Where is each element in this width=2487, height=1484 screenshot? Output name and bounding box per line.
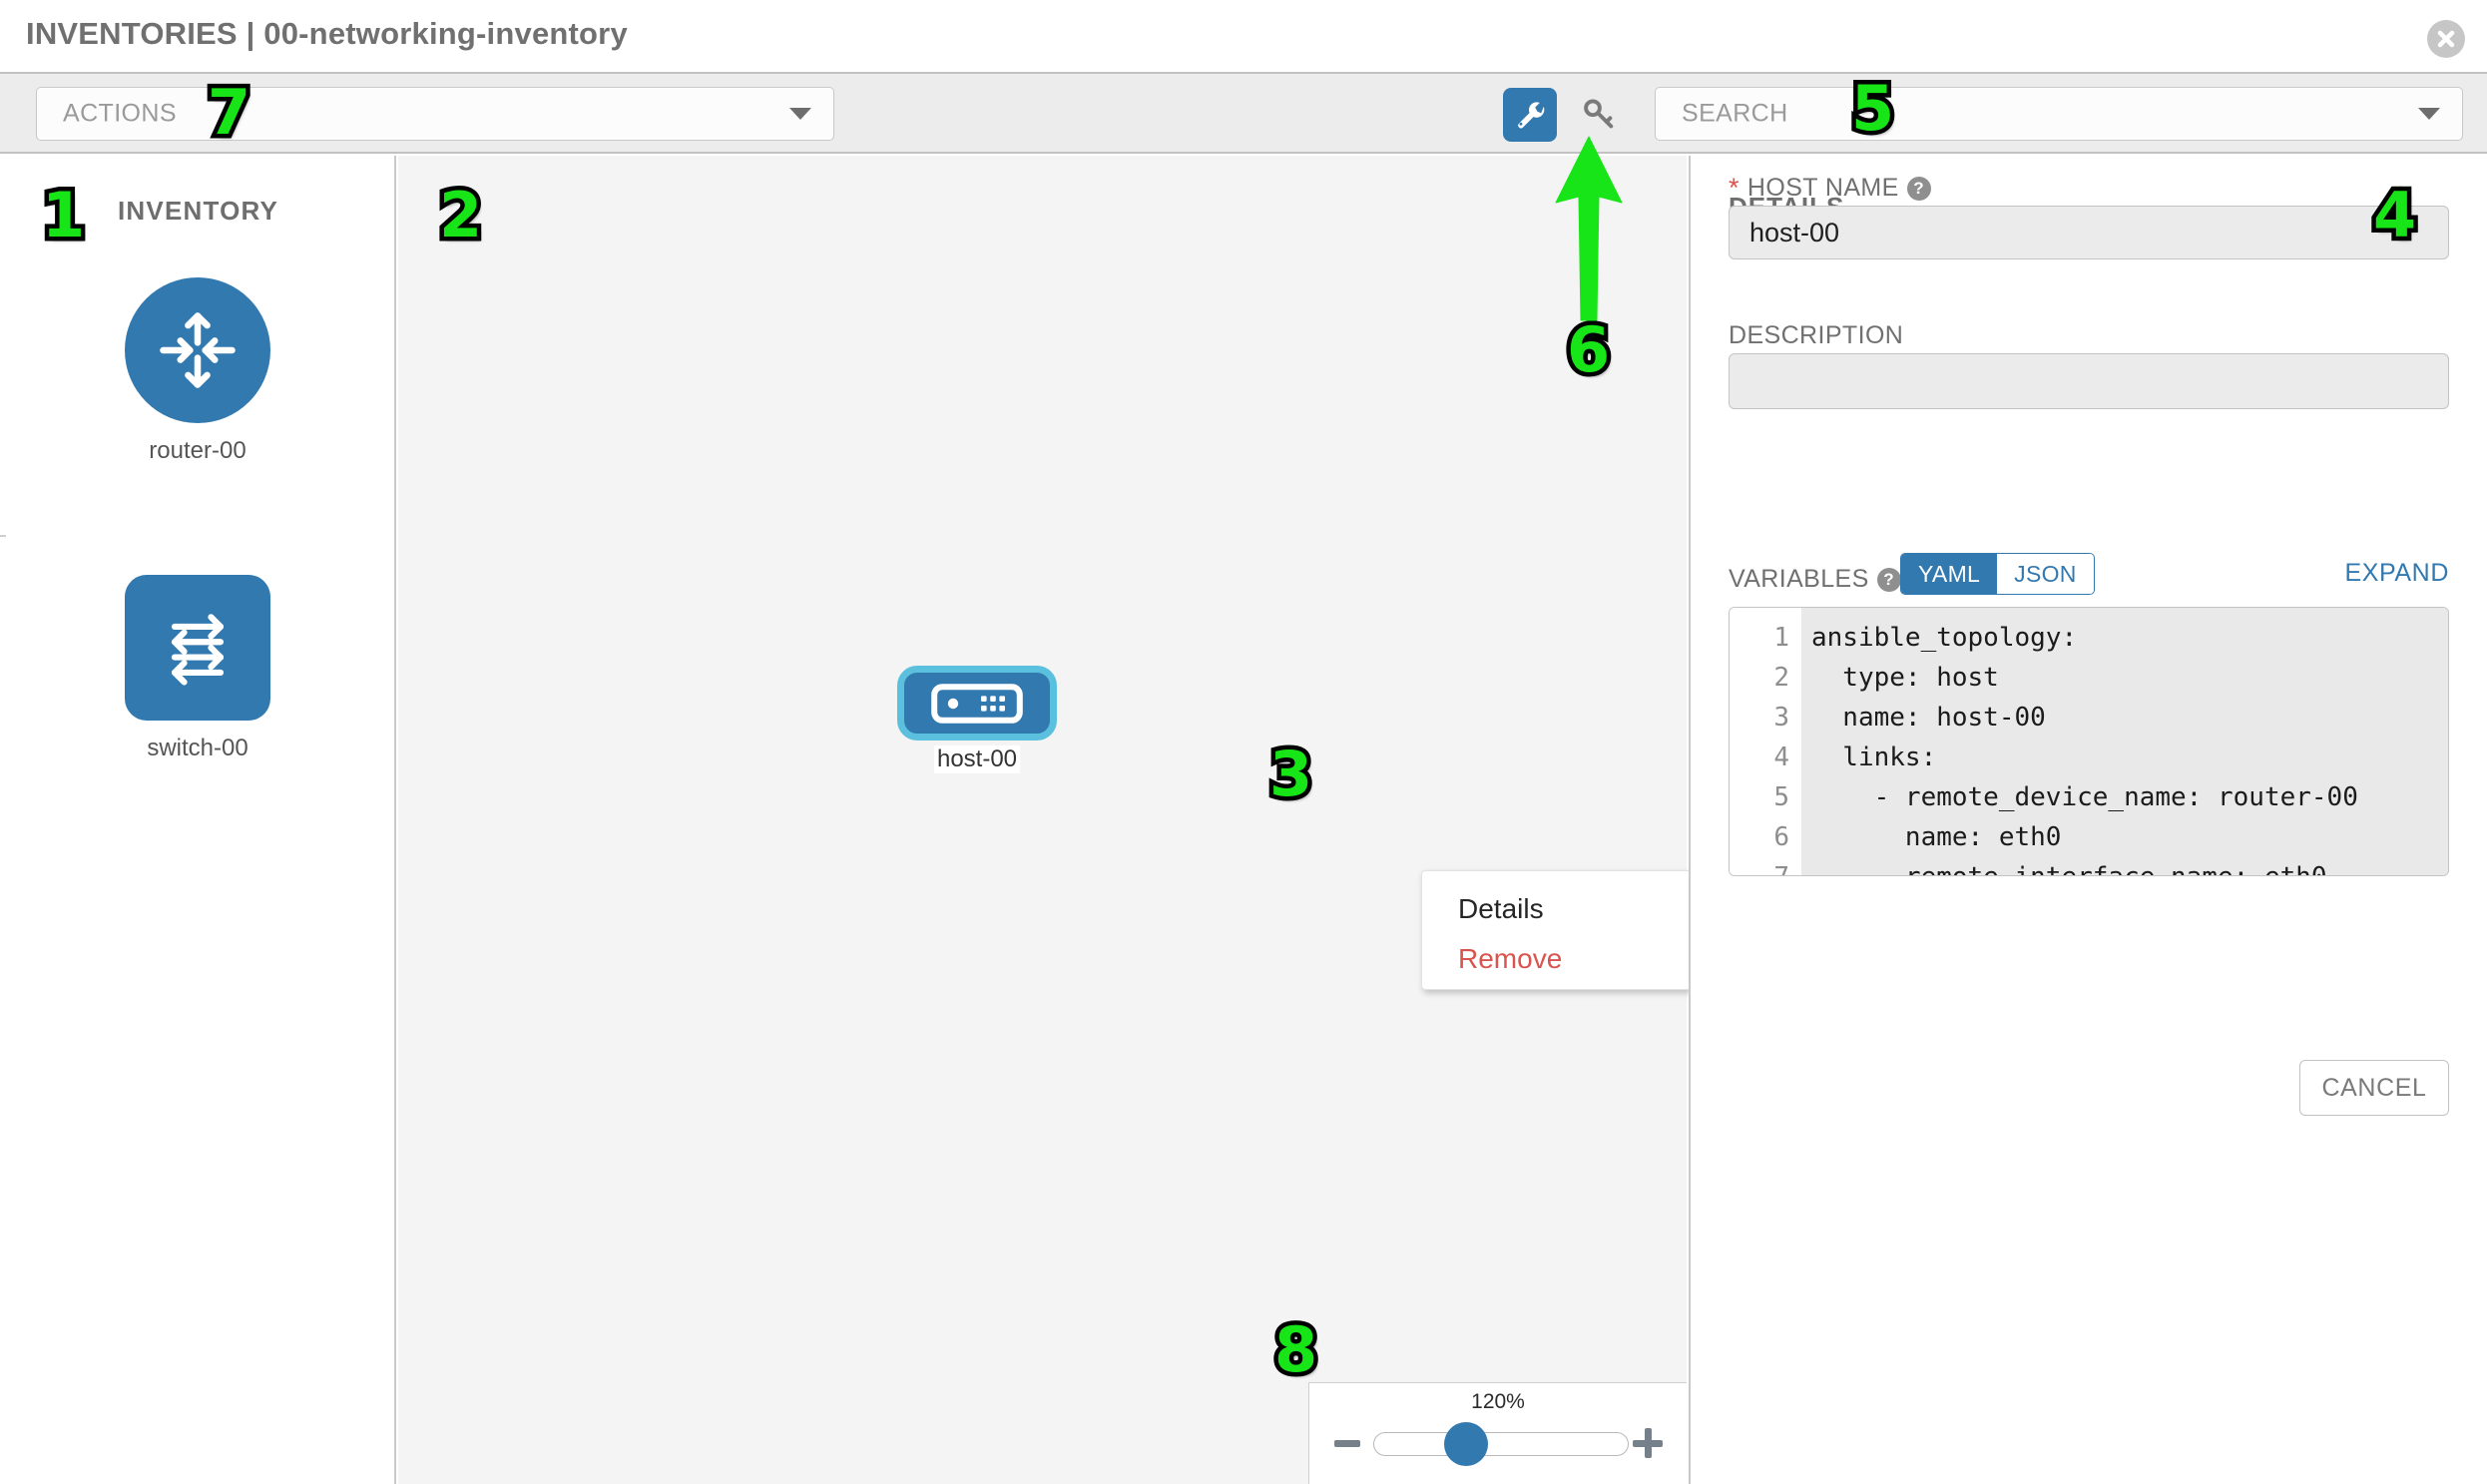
zoom-in-button[interactable]: [1633, 1428, 1663, 1458]
host-name-label: * HOST NAME ?: [1729, 174, 1931, 203]
panel-divider: [0, 535, 6, 537]
line-number: 7: [1730, 857, 1801, 875]
details-panel: DETAILS * HOST NAME ? DESCRIPTION VARIAB…: [1689, 156, 2487, 1484]
code-line: links:: [1811, 742, 1937, 772]
topology-node-label: host-00: [933, 745, 1021, 773]
description-label-text: DESCRIPTION: [1729, 321, 1904, 349]
switch-icon: [125, 575, 270, 721]
code-line: remote_interface_name: eth0: [1811, 857, 2448, 875]
line-number: 1: [1773, 623, 1789, 653]
editor-content[interactable]: ansible_topology: type: host name: host-…: [1801, 608, 2448, 875]
code-line: type: host: [1811, 663, 1999, 693]
required-marker: *: [1729, 173, 1740, 203]
help-icon[interactable]: ?: [1876, 567, 1901, 592]
variables-label: VARIABLES ?: [1729, 565, 1901, 594]
description-label: DESCRIPTION: [1729, 321, 1903, 350]
page-title: INVENTORIES | 00-networking-inventory: [26, 16, 628, 51]
code-line: - remote_device_name: router-00: [1811, 782, 2358, 812]
router-icon: [125, 277, 270, 423]
search-placeholder: SEARCH: [1682, 99, 1788, 128]
format-json-button[interactable]: JSON: [1997, 554, 2094, 594]
zoom-level-label: 120%: [1471, 1390, 1525, 1413]
key-icon[interactable]: [1575, 90, 1623, 138]
chevron-down-icon: [789, 108, 811, 120]
code-line: ansible_topology:: [1811, 623, 2078, 653]
host-name-label-text: HOST NAME: [1746, 174, 1899, 202]
context-menu-item-details[interactable]: Details: [1458, 893, 1544, 924]
help-icon[interactable]: ?: [1906, 176, 1931, 201]
chevron-down-icon: [2418, 108, 2440, 120]
line-number: 2: [1773, 663, 1789, 693]
inventory-item-label: switch-00: [147, 735, 249, 761]
description-field[interactable]: [1729, 353, 2449, 409]
zoom-control-panel: 120%: [1308, 1382, 1687, 1484]
toolbar: ACTIONS SEARCH: [0, 72, 2487, 154]
variables-label-text: VARIABLES: [1729, 565, 1869, 593]
zoom-slider-track[interactable]: [1373, 1432, 1629, 1456]
actions-placeholder: ACTIONS: [63, 99, 177, 128]
line-number: 3: [1773, 703, 1789, 733]
actions-dropdown[interactable]: ACTIONS: [36, 87, 834, 141]
server-host-icon: [897, 666, 1057, 741]
code-line: name: host-00: [1811, 703, 2046, 733]
wrench-icon[interactable]: [1503, 88, 1557, 142]
variables-format-toggle: YAML JSON: [1900, 553, 2095, 595]
search-input[interactable]: SEARCH: [1655, 87, 2463, 141]
inventory-item-router-00[interactable]: router-00: [98, 277, 297, 465]
format-yaml-button[interactable]: YAML: [1901, 554, 1998, 594]
line-number: 6: [1773, 822, 1789, 852]
context-menu-item-remove[interactable]: Remove: [1458, 943, 1563, 974]
window-header: INVENTORIES | 00-networking-inventory: [0, 0, 2487, 72]
close-icon[interactable]: [2427, 20, 2465, 58]
line-number: 4: [1773, 742, 1789, 772]
inventory-item-label: router-00: [149, 437, 247, 464]
inventory-item-switch-00[interactable]: switch-00: [98, 575, 297, 762]
line-number: 5: [1773, 782, 1789, 812]
expand-link[interactable]: EXPAND: [2344, 559, 2449, 587]
code-line: name: eth0: [1811, 822, 2062, 852]
cancel-button[interactable]: CANCEL: [2299, 1060, 2449, 1116]
topology-canvas[interactable]: host-00 Details Remove: [398, 156, 1742, 1484]
editor-line-numbers: 1 2 3 4 5 6 7: [1730, 608, 1801, 875]
inventory-panel: INVENTORY router-00: [0, 156, 396, 1484]
host-name-field[interactable]: [1729, 206, 2449, 259]
inventory-heading: INVENTORY: [118, 196, 279, 226]
topology-node-host-00[interactable]: host-00: [897, 666, 1057, 773]
zoom-out-button[interactable]: [1334, 1440, 1360, 1447]
variables-code-editor[interactable]: 1 2 3 4 5 6 7 ansible_topology: type: ho…: [1729, 607, 2449, 876]
zoom-slider-thumb[interactable]: [1444, 1422, 1488, 1466]
